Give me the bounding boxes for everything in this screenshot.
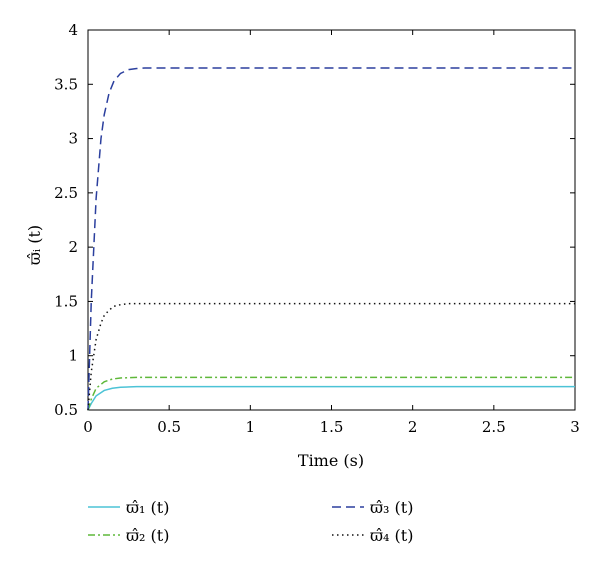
x-tick-label: 0 [83,418,93,436]
x-tick-label: 3 [570,418,580,436]
y-tick-label: 2.5 [54,184,78,202]
plot-area [87,29,576,411]
legend: ϖ̂₁ (t) ϖ̂₂ (t) ϖ̂₃ (t) ϖ̂₄ (t) [88,498,413,545]
x-axis-label: Time (s) [298,451,364,470]
y-tick-label: 3 [68,130,78,148]
legend-label-4: ϖ̂₄ (t) [370,526,413,545]
x-tick-label: 1 [246,418,256,436]
y-axis-ticks: 0.5 1 1.5 2 2.5 3 3.5 4 [54,21,575,419]
y-tick-label: 0.5 [54,401,78,419]
y-tick-label: 1.5 [54,292,78,310]
legend-label-1: ϖ̂₁ (t) [126,498,169,517]
series-lines [87,67,575,411]
x-axis-ticks: 0 0.5 1 1.5 2 2.5 3 [83,30,580,436]
x-tick-label: 0.5 [157,418,181,436]
y-tick-label: 2 [68,238,78,256]
y-axis-label: ϖ̂ᵢ (t) [25,225,44,265]
legend-label-2: ϖ̂₂ (t) [126,526,169,545]
legend-label-3: ϖ̂₃ (t) [370,498,413,517]
y-tick-label: 3.5 [54,75,78,93]
y-tick-label: 4 [68,21,78,39]
x-tick-label: 1.5 [320,418,344,436]
series-line-3 [87,67,575,411]
x-tick-label: 2.5 [482,418,506,436]
series-line-1 [87,385,575,411]
y-tick-label: 1 [68,347,78,365]
x-tick-label: 2 [408,418,418,436]
